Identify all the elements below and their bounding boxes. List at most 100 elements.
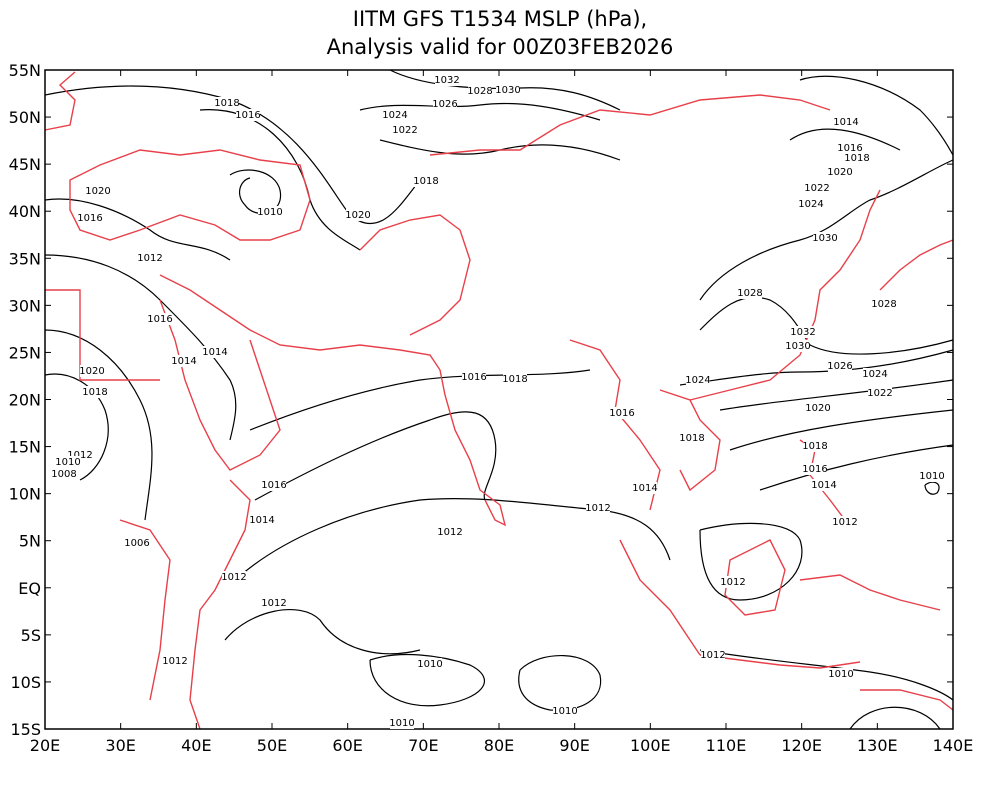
contour-label: 1030 [785, 341, 810, 352]
contour-label: 1018 [502, 374, 527, 385]
contour-label: 1014 [833, 117, 858, 128]
lat-label: 15N [9, 438, 41, 457]
contour-label: 1014 [202, 347, 227, 358]
lat-label: 10S [10, 673, 41, 692]
label-backdrop [838, 142, 862, 154]
contour-label: 1024 [382, 110, 407, 121]
contour-label: 1010 [417, 659, 442, 670]
label-backdrop [845, 152, 869, 164]
contour-label: 1024 [862, 369, 887, 380]
label-backdrop [468, 85, 492, 97]
lat-label: 15S [10, 720, 41, 739]
label-backdrop [803, 440, 827, 452]
label-backdrop [610, 407, 634, 419]
contour-label: 1016 [461, 372, 486, 383]
label-backdrop [262, 479, 286, 491]
contour-label: 1018 [82, 387, 107, 398]
label-backdrop [390, 717, 414, 729]
label-backdrop [586, 502, 610, 514]
contour-label: 1018 [679, 433, 704, 444]
lat-label: 35N [9, 249, 41, 268]
contour-label: 1014 [249, 515, 274, 526]
contour-label: 1012 [832, 517, 857, 528]
contour-label: 1010 [257, 207, 282, 218]
lat-label: 40N [9, 202, 41, 221]
label-backdrop [868, 387, 892, 399]
contour-label: 1020 [79, 366, 104, 377]
lon-label: 110E [706, 736, 747, 755]
lat-label: 45N [9, 155, 41, 174]
label-backdrop [813, 232, 837, 244]
label-backdrop [215, 97, 239, 109]
label-backdrop [721, 576, 745, 588]
contour-label: 1016 [235, 110, 260, 121]
label-backdrop [52, 468, 76, 480]
label-backdrop [433, 98, 457, 110]
contour-label: 1020 [345, 210, 370, 221]
contour-label: 1012 [261, 598, 286, 609]
contour-label: 1020 [85, 186, 110, 197]
label-backdrop [738, 287, 762, 299]
contour-label: 1024 [798, 199, 823, 210]
label-backdrop [686, 374, 710, 386]
label-backdrop [125, 537, 149, 549]
label-backdrop [872, 298, 896, 310]
contour-label: 1012 [67, 450, 92, 461]
label-backdrop [148, 313, 172, 325]
label-backdrop [833, 516, 857, 528]
lon-label: 70E [408, 736, 438, 755]
contour-label: 1022 [392, 125, 417, 136]
contour-label: 1028 [871, 299, 896, 310]
label-backdrop [393, 124, 417, 136]
label-backdrop [138, 252, 162, 264]
contour-label: 1016 [837, 143, 862, 154]
label-backdrop [80, 365, 104, 377]
contour-label: 1010 [389, 718, 414, 729]
label-backdrop [828, 360, 852, 372]
label-backdrop [86, 185, 110, 197]
label-backdrop [863, 368, 887, 380]
contour-label: 1012 [720, 577, 745, 588]
lat-label: EQ [18, 579, 41, 598]
contour-label: 1016 [77, 213, 102, 224]
contour-label: 1012 [221, 572, 246, 583]
label-backdrop [920, 470, 944, 482]
contour-label: 1016 [261, 480, 286, 491]
isobars [44, 69, 954, 730]
label-backdrop [383, 109, 407, 121]
contour-label: 1012 [585, 503, 610, 514]
label-backdrop [222, 571, 246, 583]
label-backdrop [701, 649, 725, 661]
lat-label: 10N [9, 485, 41, 504]
label-backdrop [236, 109, 260, 121]
contour-label: 1012 [437, 527, 462, 538]
lat-label: 20N [9, 391, 41, 410]
contour-label: 1020 [805, 403, 830, 414]
lon-label: 140E [933, 736, 974, 755]
contour-label: 1010 [828, 669, 853, 680]
lat-label: 25N [9, 343, 41, 362]
contour-label: 1028 [467, 86, 492, 97]
contour-label: 1006 [124, 538, 149, 549]
contour-label: 1010 [919, 471, 944, 482]
contour-label: 1018 [413, 176, 438, 187]
lon-label: 60E [332, 736, 362, 755]
label-backdrop [633, 482, 657, 494]
lat-label: 5N [19, 532, 41, 551]
label-backdrop [203, 346, 227, 358]
contour-label: 1008 [51, 469, 76, 480]
lat-label: 50N [9, 108, 41, 127]
contour-label: 1014 [811, 480, 836, 491]
contour-label: 1020 [827, 167, 852, 178]
contour-label: 1010 [552, 706, 577, 717]
label-backdrop [829, 668, 853, 680]
label-backdrop [553, 705, 577, 717]
label-backdrop [250, 514, 274, 526]
contour-label: 1018 [802, 441, 827, 452]
label-backdrop [56, 456, 80, 468]
contour-label: 1016 [802, 464, 827, 475]
lon-label: 50E [257, 736, 287, 755]
label-backdrop [812, 479, 836, 491]
label-backdrop [435, 74, 459, 86]
label-backdrop [346, 209, 370, 221]
